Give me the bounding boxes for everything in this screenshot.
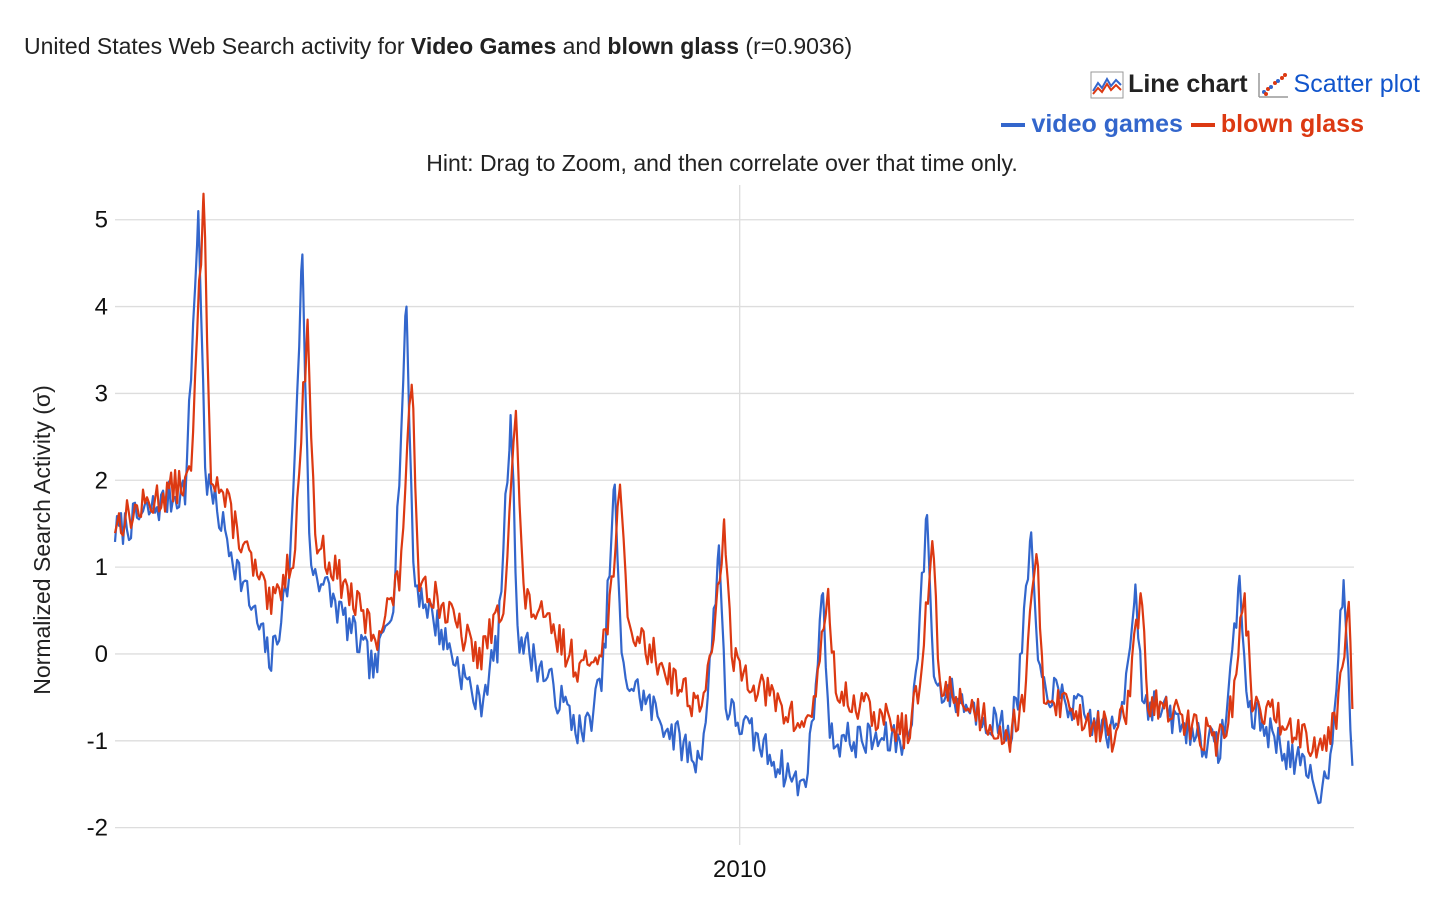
view-switch: Line chart Scatter plot (1090, 70, 1420, 99)
scatter-plot-icon (1257, 72, 1288, 98)
y-tick-label: 1 (95, 554, 108, 581)
scatter-plot-link: Scatter plot (1293, 70, 1420, 98)
legend-item-blown-glass[interactable]: blown glass (1190, 110, 1364, 139)
title-and: and (556, 33, 608, 59)
line-chart-option[interactable]: Line chart (1090, 70, 1248, 99)
line-chart-label: Line chart (1128, 70, 1248, 98)
line-chart-icon (1090, 71, 1124, 98)
y-tick-label: 5 (95, 207, 108, 234)
y-tick-label: 3 (95, 380, 108, 407)
series-layer (113, 192, 1354, 805)
title-term-b: blown glass (607, 33, 740, 59)
x-tick-label: 2010 (713, 856, 766, 883)
y-axis-title: Normalized Search Activity (σ) (29, 385, 55, 694)
y-tick-label: 2 (95, 467, 108, 494)
legend-swatch-video-games (1001, 122, 1026, 127)
chart-title: United States Web Search activity for Vi… (24, 33, 852, 60)
label-layer: 5 4 3 2 1 0 -1 -2 2010 (87, 207, 767, 883)
title-term-a: Video Games (410, 33, 557, 59)
legend-item-video-games[interactable]: video games (1001, 110, 1183, 139)
scatter-plot-option[interactable]: Scatter plot (1256, 70, 1420, 99)
y-tick-label: 0 (95, 641, 108, 668)
legend: video games blown glass (1001, 110, 1364, 139)
title-suffix: (r=0.9036) (739, 33, 853, 59)
legend-label-blown-glass: blown glass (1220, 110, 1364, 138)
legend-label-video-games: video games (1031, 110, 1183, 138)
y-tick-label: 4 (95, 294, 108, 321)
y-tick-label: -2 (87, 815, 108, 842)
y-tick-label: -1 (87, 728, 108, 755)
title-prefix: United States Web Search activity for (24, 33, 411, 59)
legend-swatch-blown-glass (1190, 122, 1215, 127)
series-line-blown-glass[interactable] (113, 192, 1354, 759)
hint-text: Hint: Drag to Zoom, and then correlate o… (426, 150, 1018, 176)
